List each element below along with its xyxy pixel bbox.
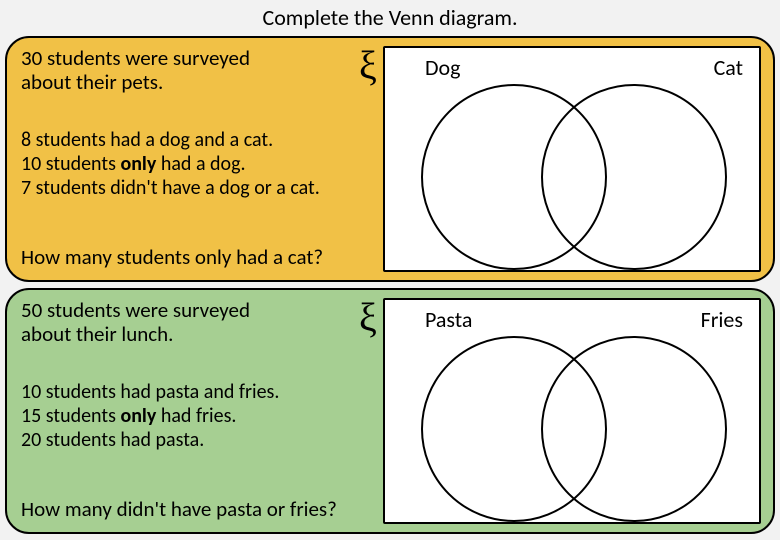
universal-set-icon: ξ bbox=[359, 294, 377, 341]
fact2-bold: only bbox=[120, 404, 156, 428]
facts-text: 10 students had pasta and fries. 15 stud… bbox=[21, 380, 279, 452]
fact2-post: had a dog. bbox=[156, 152, 245, 176]
fact2-pre: 15 students bbox=[21, 404, 120, 428]
venn-diagram-pets: ξ Dog Cat bbox=[383, 46, 761, 272]
fact2-post: had fries. bbox=[156, 404, 236, 428]
panel-lunch: 50 students were surveyed about their lu… bbox=[5, 288, 775, 534]
venn-label-right: Cat bbox=[714, 54, 743, 81]
intro-line1: 50 students were surveyed bbox=[21, 297, 250, 323]
question-text: How many students only had a cat? bbox=[21, 244, 323, 270]
question-text: How many didn't have pasta or fries? bbox=[21, 496, 337, 522]
universal-set-icon: ξ bbox=[359, 42, 377, 89]
fact1: 10 students had pasta and fries. bbox=[21, 380, 279, 404]
venn-label-right: Fries bbox=[701, 306, 743, 333]
venn-label-left: Pasta bbox=[425, 306, 472, 333]
facts-text: 8 students had a dog and a cat. 10 stude… bbox=[21, 128, 320, 200]
venn-label-left: Dog bbox=[425, 54, 461, 81]
page-title: Complete the Venn diagram. bbox=[0, 0, 780, 37]
fact3: 20 students had pasta. bbox=[21, 428, 204, 452]
fact2-pre: 10 students bbox=[21, 152, 120, 176]
venn-diagram-lunch: ξ Pasta Fries bbox=[383, 298, 761, 524]
fact1: 8 students had a dog and a cat. bbox=[21, 128, 273, 152]
intro-line1: 30 students were surveyed bbox=[21, 45, 250, 71]
intro-line2: about their lunch. bbox=[21, 321, 174, 347]
panel-pets: 30 students were surveyed about their pe… bbox=[5, 36, 775, 282]
fact3: 7 students didn't have a dog or a cat. bbox=[21, 176, 320, 200]
venn-circle-right bbox=[541, 84, 727, 270]
fact2-bold: only bbox=[120, 152, 156, 176]
venn-circle-right bbox=[541, 336, 727, 522]
intro-line2: about their pets. bbox=[21, 69, 163, 95]
